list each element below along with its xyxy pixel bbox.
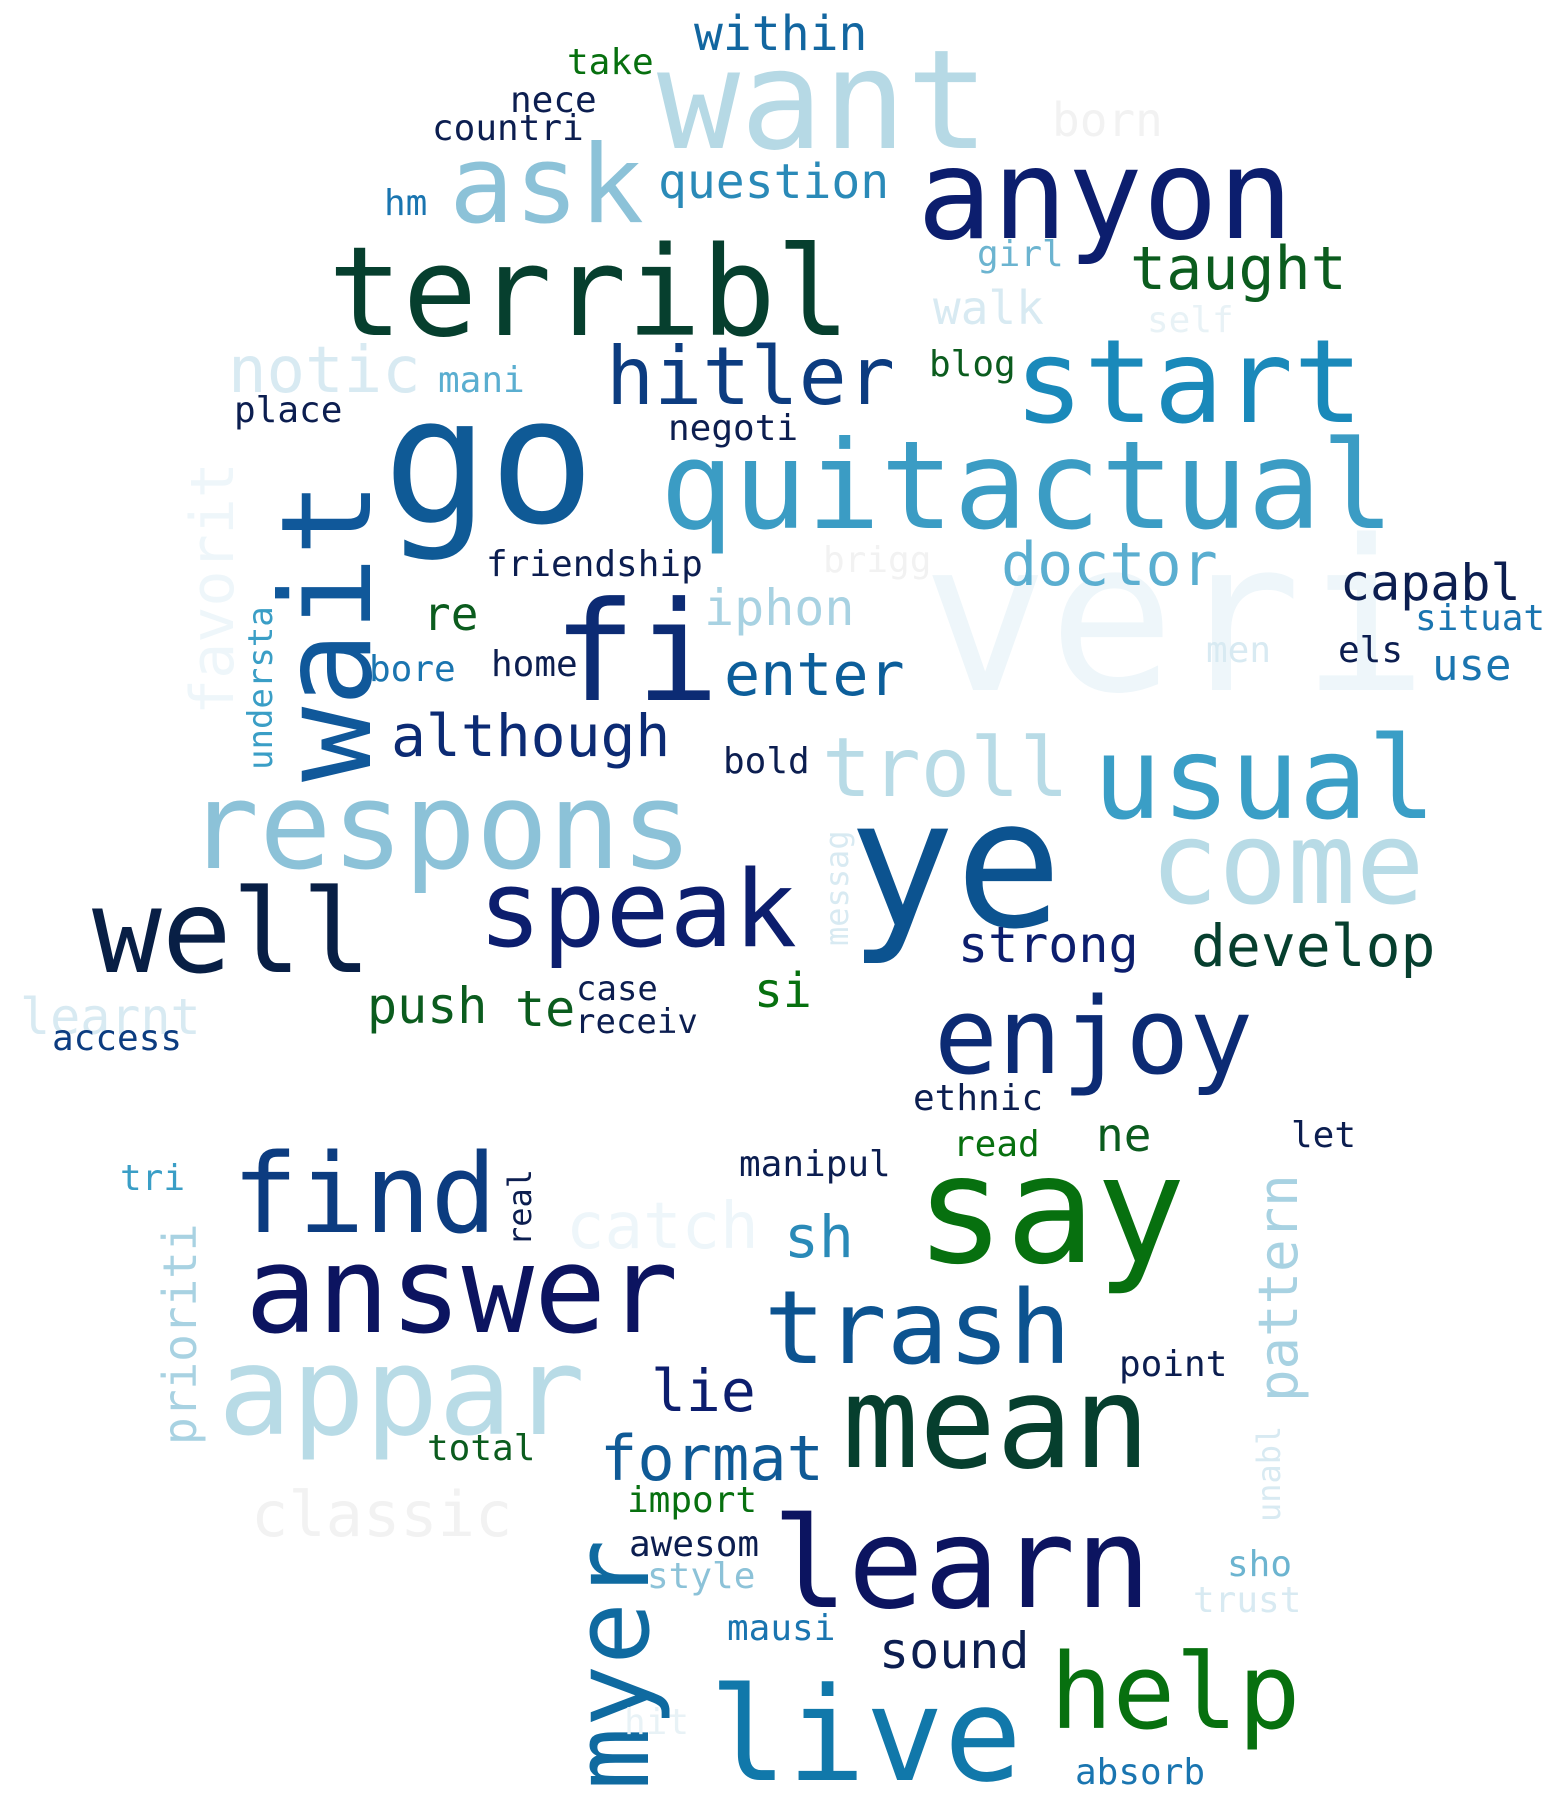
word-self: self bbox=[1147, 300, 1234, 341]
word-point: point bbox=[1119, 1344, 1227, 1385]
word-unabl: unabl bbox=[1250, 1426, 1288, 1522]
word-prioriti: prioriti bbox=[153, 1223, 207, 1445]
word-develop: develop bbox=[1191, 912, 1435, 980]
word-strong: strong bbox=[958, 916, 1139, 974]
word-question: question bbox=[658, 154, 889, 210]
word-capabl: capabl bbox=[1340, 554, 1521, 612]
word-push: push bbox=[367, 977, 487, 1035]
word-enter: enter bbox=[724, 640, 905, 710]
word-catch: catch bbox=[566, 1190, 759, 1264]
word-bold: bold bbox=[723, 741, 810, 782]
word-doctor: doctor bbox=[1001, 530, 1218, 600]
word-anyon: anyon bbox=[917, 123, 1293, 268]
word-taught: taught bbox=[1130, 234, 1347, 304]
word-hit: hit bbox=[624, 1702, 689, 1743]
word-tri: tri bbox=[120, 1158, 185, 1199]
word-mani: mani bbox=[438, 360, 525, 401]
word-hitler: hitler bbox=[606, 330, 895, 423]
word-start: start bbox=[1014, 315, 1363, 450]
word-troll: troll bbox=[822, 721, 1069, 816]
word-speak: speak bbox=[478, 848, 797, 971]
word-let: let bbox=[1291, 1115, 1356, 1156]
word-mean: mean bbox=[842, 1349, 1150, 1498]
word-quitactual: quitactual bbox=[660, 415, 1395, 557]
word-countri: countri bbox=[432, 108, 584, 149]
word-well: well bbox=[92, 865, 371, 1000]
word-ethnic: ethnic bbox=[913, 1078, 1043, 1119]
word-messag: messag bbox=[818, 830, 856, 946]
word-veri: veri bbox=[922, 495, 1428, 740]
word-born: born bbox=[1052, 93, 1163, 147]
word-style: style bbox=[647, 1556, 755, 1597]
word-enjoy: enjoy bbox=[934, 975, 1253, 1098]
word-wait: wait bbox=[255, 481, 400, 782]
word-learn: learn bbox=[772, 1490, 1151, 1637]
word-live: live bbox=[709, 1659, 1022, 1795]
word-respons: respons bbox=[187, 758, 693, 897]
word-sound: sound bbox=[879, 1622, 1030, 1680]
word-men: men bbox=[1206, 630, 1271, 671]
word-learnt: learnt bbox=[20, 988, 201, 1046]
word-brigg: brigg bbox=[823, 540, 931, 581]
word-real: real bbox=[501, 1169, 539, 1246]
word-re: re bbox=[423, 587, 478, 641]
word-negoti: negoti bbox=[668, 408, 798, 449]
word-sho: sho bbox=[1227, 1544, 1292, 1585]
word-friendship: friendship bbox=[486, 544, 703, 585]
word-ask: ask bbox=[449, 123, 644, 248]
word-te: te bbox=[515, 980, 575, 1038]
word-appar: appar bbox=[218, 1321, 585, 1463]
word-access: access bbox=[52, 1018, 182, 1059]
word-notic: notic bbox=[228, 334, 421, 408]
word-read: read bbox=[953, 1124, 1040, 1165]
word-although: although bbox=[391, 702, 670, 770]
word-hm: hm bbox=[384, 183, 427, 224]
word-blog: blog bbox=[929, 344, 1016, 385]
word-trust: trust bbox=[1193, 1580, 1301, 1621]
word-trash: trash bbox=[764, 1269, 1071, 1388]
word-lie: lie bbox=[651, 1357, 756, 1425]
word-ye: ye bbox=[848, 761, 1062, 968]
word-home: home bbox=[491, 644, 578, 685]
word-mausi: mausi bbox=[727, 1608, 835, 1649]
word-come: come bbox=[1150, 797, 1425, 930]
word-nece: nece bbox=[510, 80, 597, 121]
word-iphon: iphon bbox=[704, 579, 855, 637]
word-ne: ne bbox=[1096, 1108, 1151, 1162]
word-sh: sh bbox=[784, 1203, 854, 1271]
word-usual: usual bbox=[1093, 712, 1436, 845]
word-absorb: absorb bbox=[1075, 1752, 1205, 1793]
word-want: want bbox=[657, 20, 989, 181]
word-import: import bbox=[627, 1480, 757, 1521]
word-total: total bbox=[427, 1428, 535, 1469]
word-girl: girl bbox=[977, 234, 1064, 275]
word-within: within bbox=[694, 6, 867, 62]
word-go: go bbox=[383, 359, 595, 564]
word-situat: situat bbox=[1415, 598, 1545, 639]
word-terribl: terribl bbox=[328, 221, 851, 365]
word-manipul: manipul bbox=[739, 1144, 891, 1185]
word-answer: answer bbox=[245, 1222, 678, 1361]
word-fi: fi bbox=[553, 572, 719, 733]
word-take: take bbox=[567, 42, 654, 83]
word-walk: walk bbox=[933, 281, 1044, 335]
word-pattern: pattern bbox=[1247, 1174, 1310, 1402]
word-awesom: awesom bbox=[629, 1524, 759, 1565]
word-els: els bbox=[1338, 630, 1403, 671]
word-case: case bbox=[576, 969, 658, 1009]
word-si: si bbox=[754, 963, 812, 1019]
word-help: help bbox=[1050, 1631, 1300, 1753]
word-say: say bbox=[915, 1124, 1186, 1298]
word-find: find bbox=[232, 1130, 497, 1258]
word-classic: classic bbox=[251, 1478, 512, 1551]
word-understa: understa bbox=[241, 606, 281, 770]
word-bore: bore bbox=[369, 649, 456, 690]
word-myer: myer bbox=[551, 1540, 673, 1790]
word-favorit: favorit bbox=[178, 462, 248, 715]
word-use: use bbox=[1432, 640, 1511, 691]
word-place: place bbox=[234, 390, 342, 431]
word-format: format bbox=[600, 1422, 824, 1495]
word-receiv: receiv bbox=[575, 1002, 698, 1042]
